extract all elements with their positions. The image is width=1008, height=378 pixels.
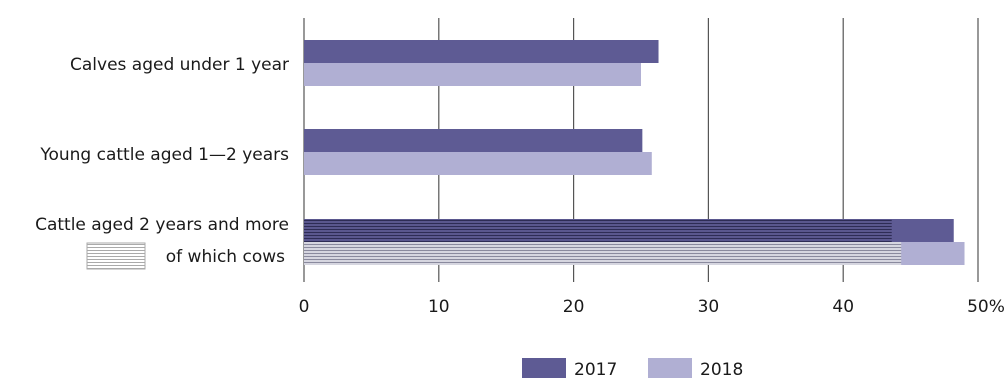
category-label-layer: Calves aged under 1 year Young cattle age… [35, 55, 289, 270]
x-tick-label-20: 20 [563, 297, 585, 317]
bar-2018-1 [304, 63, 641, 86]
legend-swatch-2018 [648, 358, 692, 378]
bar-2018-2 [304, 152, 652, 175]
bar-cows-2017 [304, 219, 892, 242]
cows-label: of which cows [166, 247, 285, 267]
x-tick-label-10: 10 [428, 297, 450, 317]
cows-swatch [86, 242, 146, 270]
bar-2017-2 [304, 129, 643, 152]
x-tick-label-50: 50% [967, 297, 1005, 317]
x-tick-label-0: 0 [299, 297, 310, 317]
x-axis-tick-layer: 0 10 20 30 40 50% [299, 297, 1005, 317]
bar-2017-1 [304, 40, 659, 63]
category-label-1: Calves aged under 1 year [70, 55, 289, 75]
legend-label-2017: 2017 [574, 360, 617, 378]
legend-swatch-2017 [522, 358, 566, 378]
category-label-2: Young cattle aged 1—2 years [39, 145, 289, 165]
bar-layer [304, 40, 965, 265]
legend: 2017 2018 [522, 358, 743, 378]
x-tick-label-40: 40 [832, 297, 854, 317]
bar-cows-2018 [304, 242, 902, 265]
x-tick-label-30: 30 [698, 297, 720, 317]
legend-label-2018: 2018 [700, 360, 743, 378]
category-label-3: Cattle aged 2 years and more [35, 215, 289, 235]
